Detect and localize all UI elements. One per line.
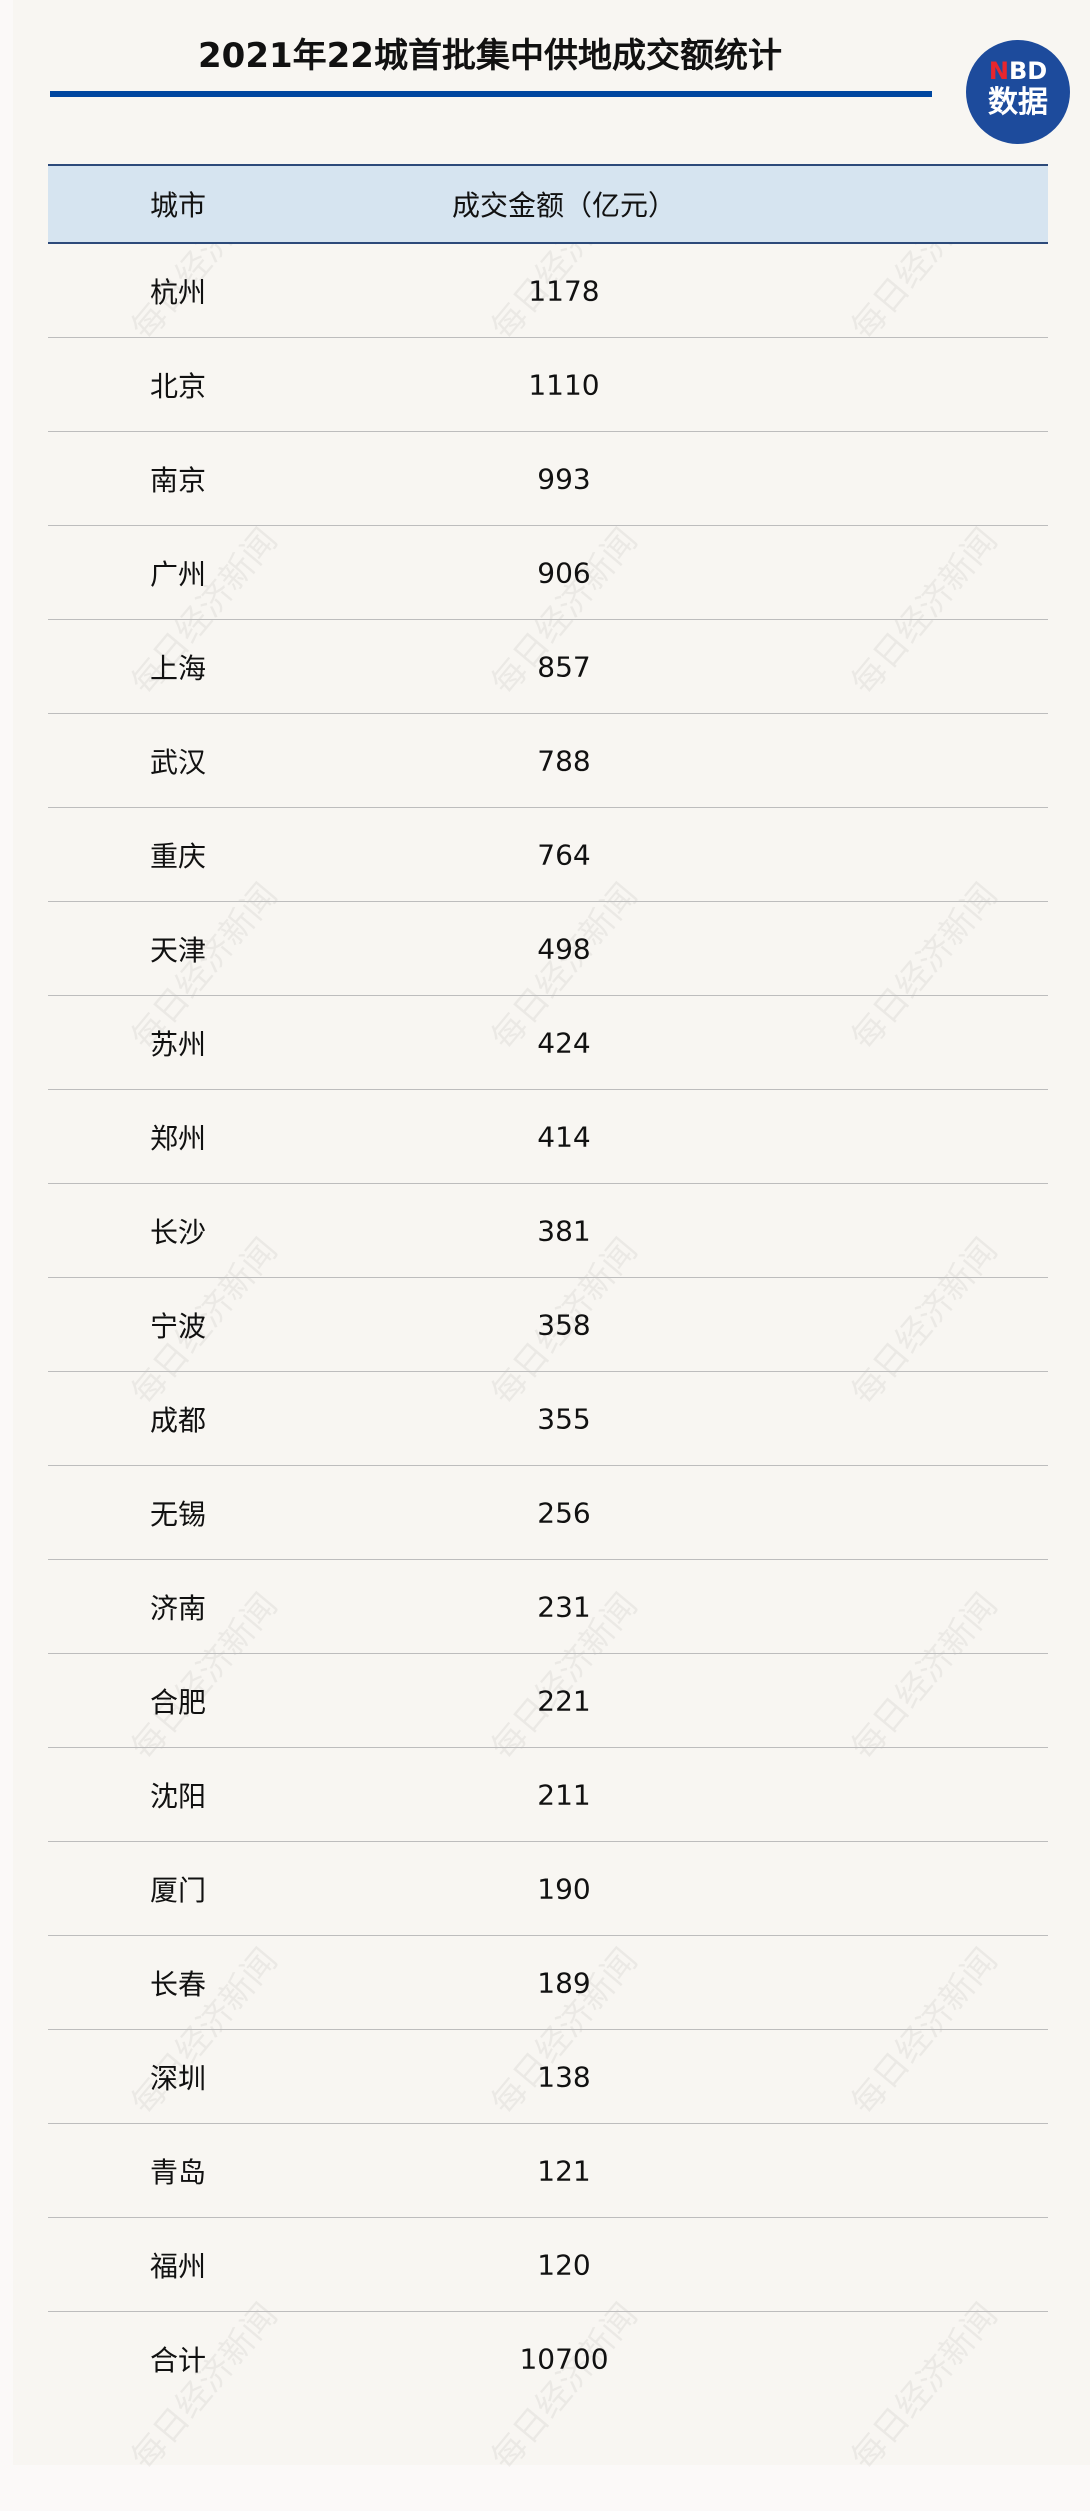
table-row: 深圳 138	[48, 2030, 1048, 2124]
amount-cell: 221	[537, 1684, 591, 1717]
table-row: 杭州 1178	[48, 244, 1048, 338]
city-cell: 天津	[150, 933, 207, 967]
amount-cell: 498	[537, 932, 591, 965]
city-cell: 合计	[150, 2343, 207, 2377]
city-cell: 北京	[150, 369, 207, 403]
city-cell: 武汉	[150, 745, 207, 779]
table-row: 济南 231	[48, 1560, 1048, 1654]
city-cell: 重庆	[150, 839, 207, 873]
page-panel	[13, 0, 1090, 2465]
amount-cell: 857	[537, 650, 591, 683]
table-row: 武汉 788	[48, 714, 1048, 808]
amount-cell: 1110	[528, 368, 600, 401]
city-cell: 青岛	[150, 2155, 207, 2189]
amount-cell: 993	[537, 462, 591, 495]
table-row: 郑州 414	[48, 1090, 1048, 1184]
table-header: 城市 成交金额（亿元）	[48, 164, 1048, 244]
table-row: 广州 906	[48, 526, 1048, 620]
city-cell: 无锡	[150, 1497, 207, 1531]
amount-cell: 10700	[519, 2342, 609, 2375]
table-row: 重庆 764	[48, 808, 1048, 902]
table-row: 合肥 221	[48, 1654, 1048, 1748]
city-cell: 郑州	[150, 1121, 207, 1155]
table-row: 长春 189	[48, 1936, 1048, 2030]
city-cell: 深圳	[150, 2061, 207, 2095]
amount-cell: 358	[537, 1308, 591, 1341]
city-cell: 合肥	[150, 1685, 207, 1719]
table-row: 上海 857	[48, 620, 1048, 714]
header-amount: 成交金额（亿元）	[451, 189, 676, 222]
city-cell: 广州	[150, 557, 207, 591]
page-title: 2021年22城首批集中供地成交额统计	[198, 36, 782, 76]
table-row: 福州 120	[48, 2218, 1048, 2312]
city-cell: 沈阳	[150, 1779, 207, 1813]
amount-cell: 189	[537, 1966, 591, 1999]
amount-cell: 355	[537, 1402, 591, 1435]
amount-cell: 231	[537, 1590, 591, 1623]
amount-cell: 906	[537, 556, 591, 589]
table-row: 成都 355	[48, 1372, 1048, 1466]
amount-cell: 211	[537, 1778, 591, 1811]
table-row: 长沙 381	[48, 1184, 1048, 1278]
city-cell: 杭州	[150, 275, 207, 309]
header-city: 城市	[150, 189, 207, 222]
city-cell: 厦门	[150, 1873, 207, 1907]
city-cell: 南京	[150, 463, 207, 497]
table-row: 沈阳 211	[48, 1748, 1048, 1842]
city-cell: 长沙	[150, 1215, 207, 1249]
amount-cell: 256	[537, 1496, 591, 1529]
table-row: 南京 993	[48, 432, 1048, 526]
amount-cell: 788	[537, 744, 591, 777]
logo-data: 数据	[988, 85, 1048, 120]
data-table: 城市 成交金额（亿元） 杭州 1178 北京 1110 南京 993 广州 906 上海 857 武…	[48, 164, 1048, 2405]
city-cell: 福州	[150, 2249, 207, 2283]
amount-cell: 381	[537, 1214, 591, 1247]
amount-cell: 764	[537, 838, 591, 871]
logo-bd: BD	[1008, 57, 1048, 85]
amount-cell: 120	[537, 2248, 591, 2281]
city-cell: 宁波	[150, 1309, 207, 1343]
table-row: 天津 498	[48, 902, 1048, 996]
title-divider	[50, 91, 932, 97]
amount-cell: 190	[537, 1872, 591, 1905]
amount-cell: 138	[537, 2060, 591, 2093]
amount-cell: 414	[537, 1120, 591, 1153]
city-cell: 长春	[150, 1967, 207, 2001]
city-cell: 济南	[150, 1591, 207, 1625]
city-cell: 上海	[150, 651, 207, 685]
amount-cell: 424	[537, 1026, 591, 1059]
table-row: 北京 1110	[48, 338, 1048, 432]
total-row: 合计 10700	[48, 2312, 1048, 2405]
city-cell: 成都	[150, 1403, 207, 1437]
nbd-data-logo: NBD 数据	[966, 40, 1070, 144]
amount-cell: 1178	[528, 274, 600, 307]
amount-cell: 121	[537, 2154, 591, 2187]
table-row: 青岛 121	[48, 2124, 1048, 2218]
city-cell: 苏州	[150, 1027, 207, 1061]
table-row: 厦门 190	[48, 1842, 1048, 1936]
table-row: 宁波 358	[48, 1278, 1048, 1372]
table-row: 苏州 424	[48, 996, 1048, 1090]
table-row: 无锡 256	[48, 1466, 1048, 1560]
logo-n: N	[988, 57, 1009, 85]
